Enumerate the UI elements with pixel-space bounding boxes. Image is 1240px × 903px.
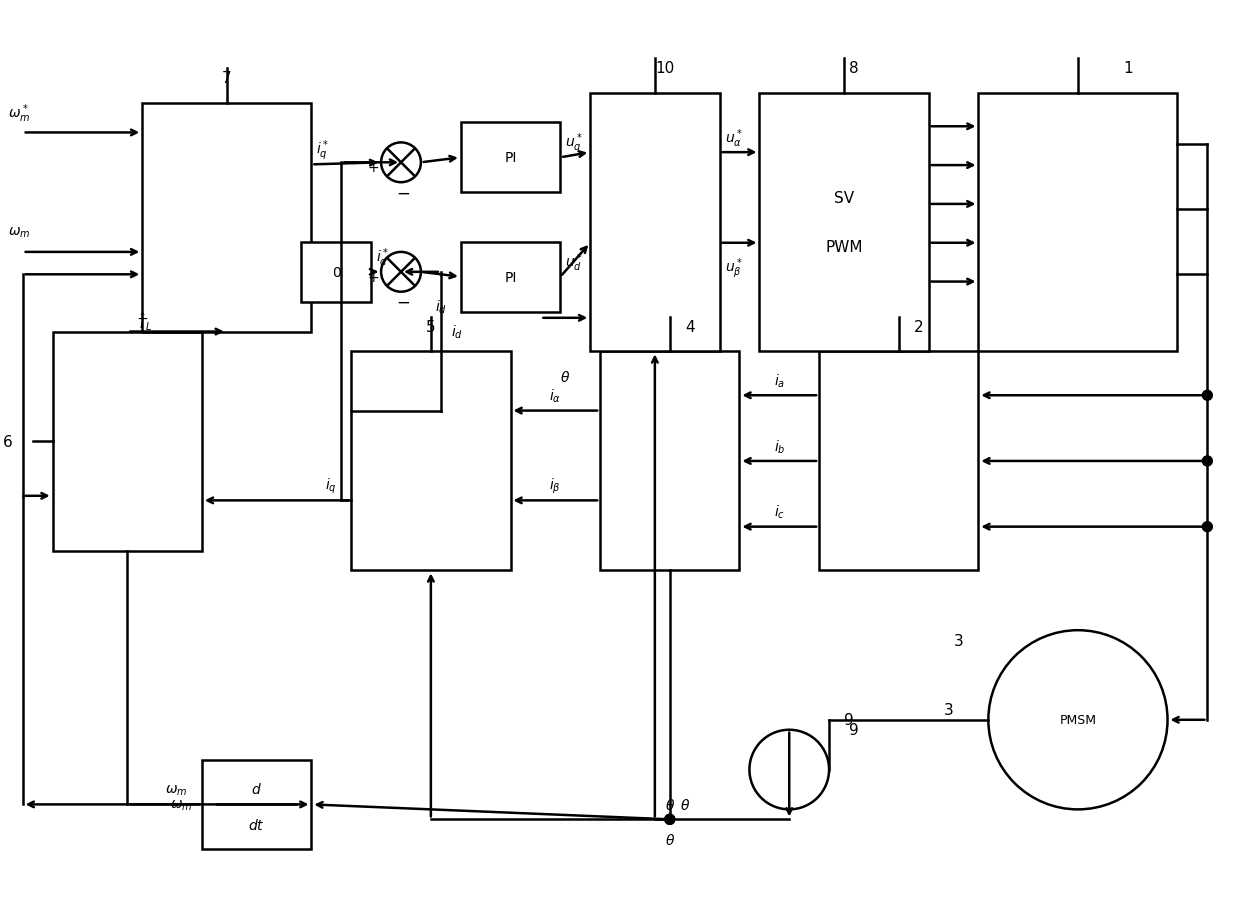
Text: +: + <box>367 271 379 284</box>
Text: $i_d^*$: $i_d^*$ <box>376 247 389 269</box>
Circle shape <box>1203 391 1213 401</box>
Text: +: + <box>367 161 379 175</box>
Text: $u_\beta^*$: $u_\beta^*$ <box>724 256 743 281</box>
Text: $\omega_m$: $\omega_m$ <box>7 226 30 240</box>
Text: PI: PI <box>505 271 517 284</box>
Circle shape <box>665 815 675 824</box>
Text: 3: 3 <box>954 633 963 648</box>
Text: $\omega_m^*$: $\omega_m^*$ <box>7 102 30 125</box>
Bar <box>461 243 560 312</box>
Text: $i_q$: $i_q$ <box>325 476 336 496</box>
Text: $u_\alpha^*$: $u_\alpha^*$ <box>724 126 743 149</box>
Bar <box>301 243 371 303</box>
Text: $i_a$: $i_a$ <box>774 372 785 389</box>
Text: $i_\beta$: $i_\beta$ <box>549 476 562 496</box>
Text: $i_c$: $i_c$ <box>774 504 785 521</box>
Bar <box>600 352 739 571</box>
Text: 2: 2 <box>914 320 924 335</box>
Text: $d$: $d$ <box>252 781 262 796</box>
Bar <box>52 332 202 551</box>
Text: $dt$: $dt$ <box>248 816 265 832</box>
Text: $i_d$: $i_d$ <box>435 299 446 316</box>
Bar <box>759 94 929 352</box>
Text: $\omega_m$: $\omega_m$ <box>165 782 187 796</box>
Circle shape <box>1203 457 1213 467</box>
Text: 9: 9 <box>844 712 854 728</box>
Text: $\hat{T}_L$: $\hat{T}_L$ <box>138 312 153 333</box>
Bar <box>978 94 1178 352</box>
Text: $i_d$: $i_d$ <box>451 323 463 340</box>
Bar <box>143 104 311 332</box>
Text: PWM: PWM <box>826 240 863 256</box>
Text: 3: 3 <box>944 703 954 718</box>
Text: 9: 9 <box>849 722 859 738</box>
Text: $\omega_m$: $\omega_m$ <box>170 797 192 812</box>
Text: $u_d^*$: $u_d^*$ <box>565 251 583 274</box>
Text: $u_q^*$: $u_q^*$ <box>565 131 583 155</box>
Text: 0: 0 <box>332 265 341 280</box>
Text: 4: 4 <box>684 320 694 335</box>
Circle shape <box>665 815 675 824</box>
Text: $\theta$: $\theta$ <box>665 797 675 812</box>
Text: $i_b$: $i_b$ <box>774 438 785 455</box>
Text: $\theta$: $\theta$ <box>680 797 689 812</box>
Bar <box>461 124 560 193</box>
Text: 1: 1 <box>1123 61 1132 76</box>
Text: 5: 5 <box>427 320 435 335</box>
Text: 6: 6 <box>2 434 12 449</box>
Text: −: − <box>396 184 410 202</box>
Text: $i_q^*$: $i_q^*$ <box>316 138 330 163</box>
Text: $\theta$: $\theta$ <box>665 832 675 847</box>
Text: 8: 8 <box>849 61 859 76</box>
Text: PI: PI <box>505 151 517 165</box>
Text: 10: 10 <box>655 61 675 76</box>
Text: $i_\alpha$: $i_\alpha$ <box>549 387 562 405</box>
Bar <box>351 352 511 571</box>
Text: 7: 7 <box>222 71 232 86</box>
Bar <box>820 352 978 571</box>
Text: PMSM: PMSM <box>1059 713 1096 727</box>
Text: $\theta$: $\theta$ <box>560 369 570 385</box>
Text: −: − <box>396 293 410 312</box>
Bar <box>590 94 719 352</box>
Text: SV: SV <box>835 191 854 205</box>
Bar <box>202 759 311 849</box>
Circle shape <box>1203 522 1213 532</box>
